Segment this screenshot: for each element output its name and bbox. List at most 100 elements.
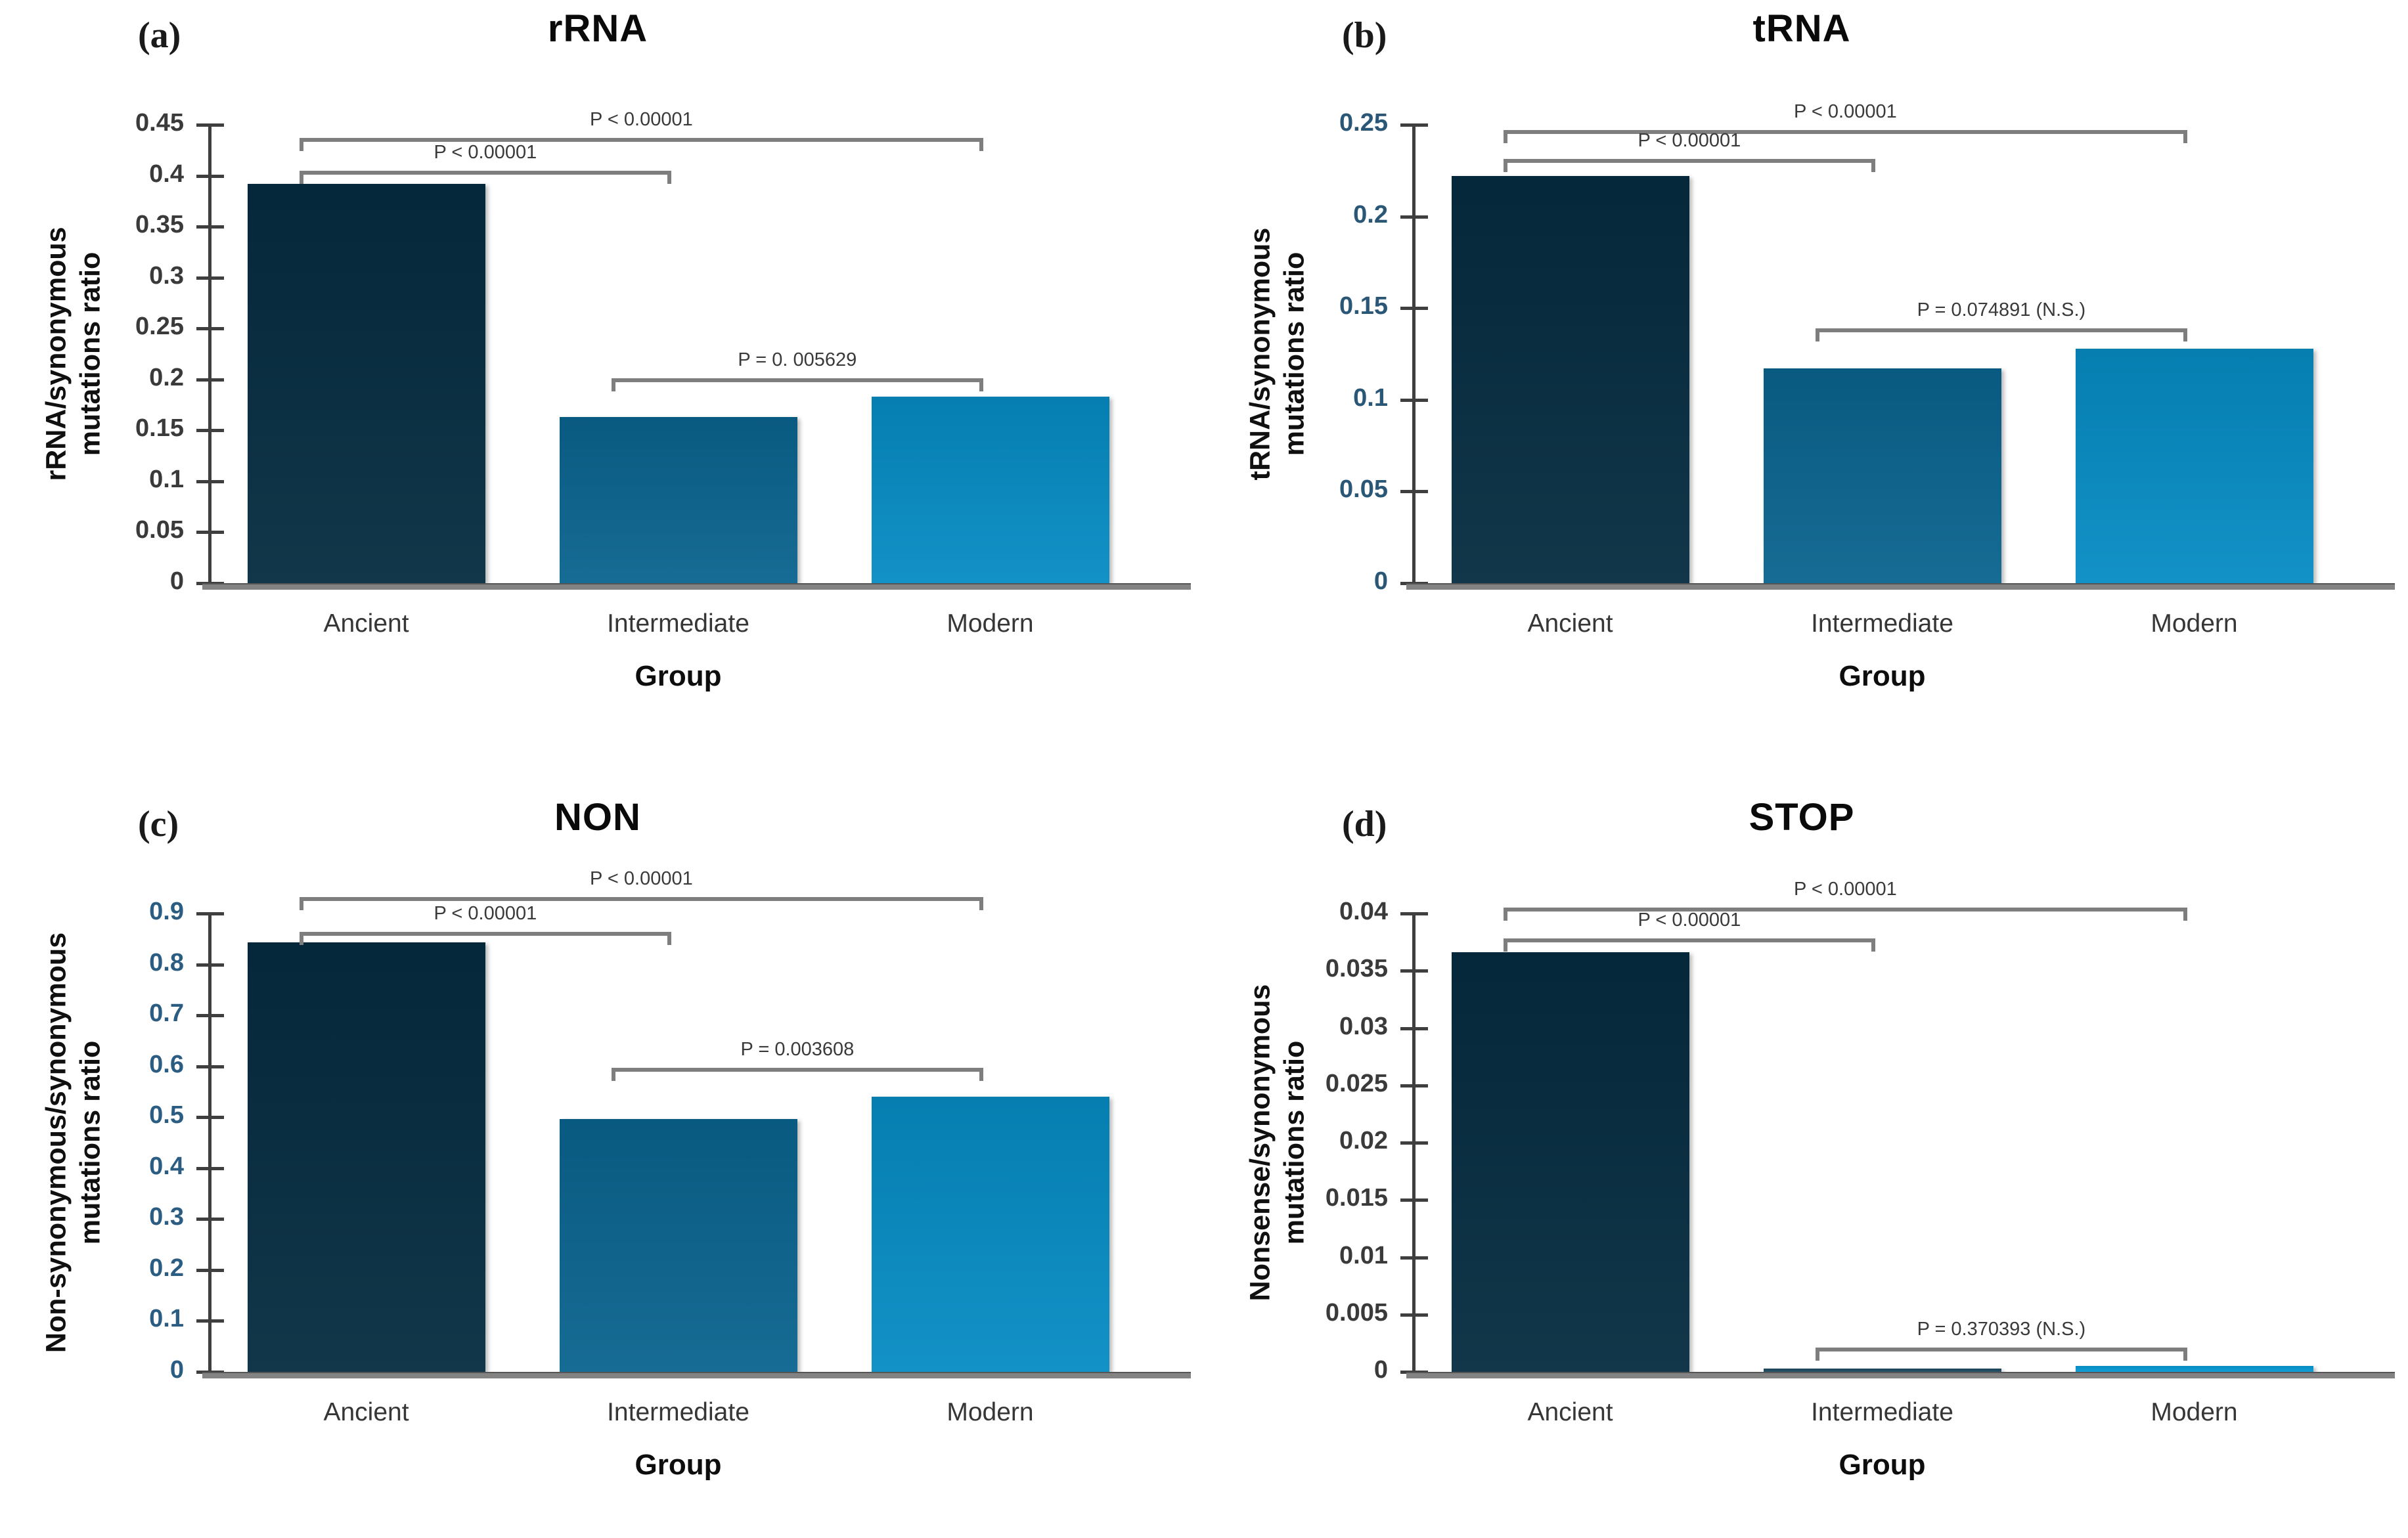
significance-bracket [1504,158,1875,172]
y-tick [1400,1141,1428,1145]
y-tick-label: 0.45 [135,109,184,137]
y-tick-label: 0.9 [149,898,184,925]
y-axis-line [208,125,212,583]
panel-letter-a: (a) [138,15,181,56]
p-value-label: P < 0.00001 [1794,879,1897,900]
y-tick-label: 0.7 [149,1000,184,1028]
x-axis-line [1406,583,2395,590]
y-tick [196,327,224,331]
significance-bracket [1504,130,2187,144]
y-tick-label: 0.4 [149,1152,184,1180]
panel-rrna: (a) rRNA rRNA/synonymous mutations ratio … [0,0,1204,749]
y-tick-label: 0.6 [149,1050,184,1078]
x-tick-label: Modern [947,609,1034,638]
y-tick-label: 0.1 [149,1305,184,1333]
bar-modern [2075,348,2313,583]
significance-bracket [1504,938,1875,952]
plot-area-stop: 0 0.005 0.01 0.015 0.02 0.025 0.03 0.035 0.04 Anc… [1204,789,2408,1538]
y-tick [196,531,224,535]
y-axis-line [1412,125,1416,583]
y-axis-line [208,913,212,1372]
bar-intermediate [1763,1369,2001,1372]
y-tick-label: 0.15 [135,414,184,443]
x-axis-line [202,1372,1191,1378]
x-tick-label: Ancient [323,609,409,638]
significance-bracket [1504,908,2187,921]
y-tick [196,1319,224,1323]
significance-bracket [300,897,983,911]
p-value-label: P < 0.00001 [590,868,693,890]
y-tick-label: 0.015 [1325,1184,1388,1212]
y-tick-label: 0.8 [149,948,184,977]
x-axis-line [202,583,1191,590]
significance-bracket [300,138,983,152]
y-tick-label: 0.5 [149,1101,184,1130]
x-tick-label: Intermediate [607,609,749,638]
p-value-label: P < 0.00001 [1794,101,1897,123]
y-tick-label: 0.25 [1339,109,1388,137]
y-tick [1400,307,1428,311]
plot-area-trna: 0 0.05 0.1 0.15 0.2 0.25 Ancient Intermediate Mo… [1204,0,2408,749]
x-tick-label: Intermediate [1811,1398,1953,1426]
y-tick [1400,1084,1428,1088]
y-tick [1400,398,1428,402]
panel-stop: (d) STOP Nonsense/synonymous mutations ra… [1204,789,2408,1538]
y-tick-label: 0.2 [149,363,184,391]
y-tick [196,1065,224,1068]
y-tick [196,123,224,127]
x-tick-label: Modern [947,1398,1034,1426]
bar-ancient [1451,952,1689,1372]
y-tick [1400,1313,1428,1317]
x-axis-title-non: Group [635,1449,722,1481]
x-axis-line [1406,1372,2395,1378]
y-tick [196,1218,224,1221]
y-tick [196,912,224,915]
x-tick-label: Modern [2151,1398,2238,1426]
x-tick-label: Ancient [323,1398,409,1426]
y-tick [1400,123,1428,127]
y-tick-label: 0.01 [1339,1241,1388,1269]
bar-modern [2075,1366,2313,1372]
p-value-label: P = 0.370393 (N.S.) [1917,1319,2086,1340]
plot-area-non: 0 0.1 0.2 0.3 0.4 0.5 0.6 0.7 0.8 0.9 Ancient Inter… [0,789,1204,1538]
p-value-label: P = 0.003608 [740,1038,855,1060]
y-tick-label: 0.03 [1339,1012,1388,1040]
bar-intermediate [559,417,797,583]
p-value-label: P = 0.074891 (N.S.) [1917,299,2086,320]
y-tick-label: 0 [1373,1356,1388,1384]
y-tick [1400,912,1428,915]
y-tick [196,276,224,280]
bar-intermediate [559,1118,797,1372]
bar-modern [871,1097,1109,1372]
y-tick-label: 0.3 [149,261,184,290]
x-axis-title-rrna: Group [635,660,722,692]
y-tick-label: 0.02 [1339,1127,1388,1154]
p-value-label: P = 0. 005629 [738,349,857,371]
p-value-label: P < 0.00001 [434,141,537,163]
y-tick-label: 0 [1373,567,1388,595]
significance-bracket [612,378,983,392]
significance-bracket [612,1067,983,1081]
x-tick-label: Ancient [1527,1398,1613,1426]
y-tick-label: 0.25 [135,313,184,341]
p-value-label: P < 0.00001 [1638,129,1741,151]
y-tick [196,963,224,967]
x-tick-label: Intermediate [1811,609,1953,638]
y-tick-label: 0.05 [135,516,184,544]
bar-modern [871,397,1109,583]
x-axis-title-trna: Group [1839,660,1926,692]
y-tick [1400,969,1428,973]
y-tick-label: 0.04 [1339,898,1388,925]
y-tick [1400,1256,1428,1260]
bar-ancient [247,183,485,583]
y-tick [1400,1198,1428,1202]
y-tick-label: 0.2 [1353,200,1388,229]
y-tick [196,225,224,229]
p-value-label: P < 0.00001 [1638,910,1741,931]
x-tick-label: Ancient [1527,609,1613,638]
y-tick-label: 0 [169,1356,184,1384]
p-value-label: P < 0.00001 [434,902,537,924]
y-tick-label: 0.35 [135,211,184,239]
y-tick [196,429,224,433]
y-tick [196,1116,224,1120]
